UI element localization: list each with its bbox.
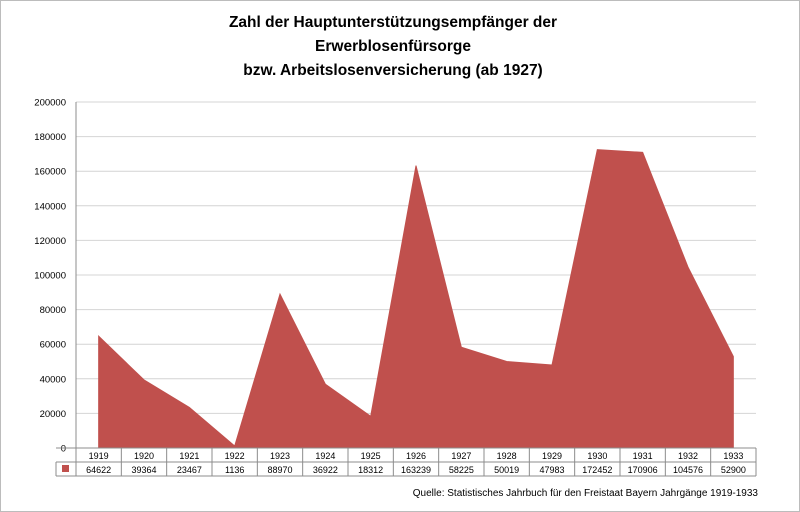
category-label: 1929 — [542, 451, 562, 461]
category-label: 1928 — [497, 451, 517, 461]
y-tick-label: 80000 — [40, 305, 66, 316]
source-note: Quelle: Statistisches Jahrbuch für den F… — [412, 488, 758, 499]
legend-key — [62, 465, 69, 472]
chart-title-line-2: Erwerblosenfürsorge — [315, 38, 471, 55]
data-table: 1919 1920 1921 1922 1923 1924 1925 1926 1927 1928… — [55, 447, 757, 477]
chart-title-line-1: Zahl der Hauptunterstützungsempfänger de… — [229, 14, 557, 31]
data-label: 18312 — [358, 465, 383, 475]
y-tick-label: 160000 — [34, 167, 66, 178]
area-series — [98, 149, 734, 449]
category-label: 1922 — [225, 451, 245, 461]
category-label: 1923 — [270, 451, 290, 461]
data-label: 36922 — [313, 465, 338, 475]
data-label: 104576 — [673, 465, 703, 475]
y-tick-label: 0 — [61, 444, 66, 455]
data-label: 47983 — [539, 465, 564, 475]
y-tick-label: 120000 — [34, 236, 66, 247]
category-label: 1927 — [451, 451, 471, 461]
category-label: 1930 — [587, 451, 607, 461]
category-label: 1932 — [678, 451, 698, 461]
data-label: 172452 — [582, 465, 612, 475]
y-tick-label: 140000 — [34, 201, 66, 212]
data-label: 1136 — [225, 465, 244, 475]
series-area — [98, 149, 734, 449]
y-axis-tick-labels: 0 20000 40000 60000 80000 100000 120000 140000 1… — [34, 98, 66, 455]
category-label: 1919 — [89, 451, 109, 461]
data-label: 52900 — [721, 465, 746, 475]
data-label: 50019 — [494, 465, 519, 475]
category-label: 1926 — [406, 451, 426, 461]
data-label: 39364 — [131, 465, 156, 475]
data-label: 170906 — [628, 465, 658, 475]
chart-title: Zahl der Hauptunterstützungsempfänger de… — [229, 14, 557, 79]
y-tick-label: 200000 — [34, 98, 66, 109]
data-label: 64622 — [86, 465, 111, 475]
y-tick-label: 60000 — [40, 340, 66, 351]
category-label: 1924 — [315, 451, 335, 461]
y-tick-label: 20000 — [40, 409, 66, 420]
y-tick-label: 180000 — [34, 132, 66, 143]
category-label: 1933 — [723, 451, 743, 461]
data-label: 88970 — [267, 465, 292, 475]
data-label: 23467 — [177, 465, 202, 475]
data-label: 58225 — [449, 465, 474, 475]
category-label: 1920 — [134, 451, 154, 461]
category-label: 1925 — [361, 451, 381, 461]
y-tick-label: 40000 — [40, 374, 66, 385]
category-label: 1931 — [633, 451, 653, 461]
category-label: 1921 — [179, 451, 199, 461]
chart-title-line-3: bzw. Arbeitslosenversicherung (ab 1927) — [243, 62, 542, 79]
data-label: 163239 — [401, 465, 431, 475]
y-tick-label: 100000 — [34, 271, 66, 282]
